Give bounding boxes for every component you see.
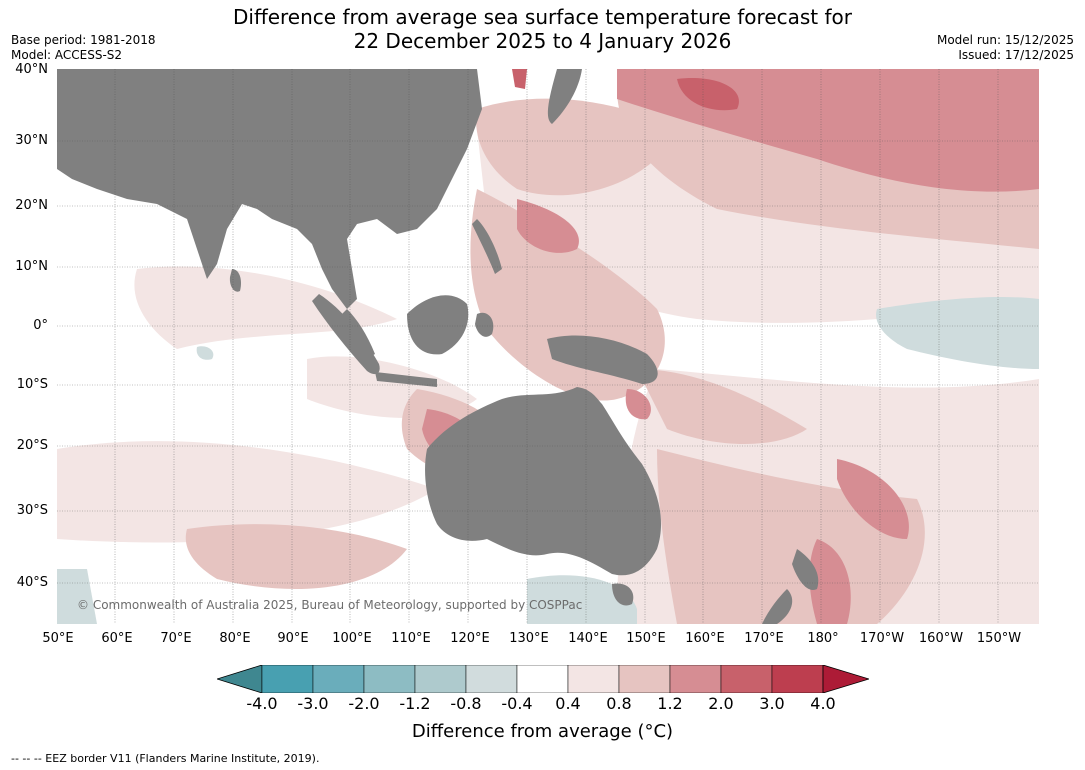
lon-label-160e: 160°E [685, 631, 725, 646]
colorbar-bin-2 [312, 665, 365, 693]
anomaly-warm-very-strong [512, 69, 739, 111]
colorbar-tick-9: 1.2 [657, 694, 683, 713]
sumatra [312, 294, 380, 375]
colorbar-tick-11: 3.0 [759, 694, 785, 713]
lon-label-170w: 170°W [859, 631, 905, 646]
lon-label-150w: 150°W [976, 631, 1022, 646]
colorbar [217, 665, 869, 693]
colorbar-low-arrow [217, 665, 263, 693]
colorbar-high-arrow [822, 665, 869, 693]
new-guinea [547, 335, 658, 384]
meta-left: Base period: 1981-2018 Model: ACCESS-S2 [11, 33, 156, 63]
lat-label-equator: 0° [33, 318, 48, 333]
lon-label-100e: 100°E [332, 631, 372, 646]
colorbar-tick-4: -1.2 [399, 694, 431, 713]
australia [425, 387, 662, 576]
land [57, 69, 819, 624]
lon-label-110e: 110°E [391, 631, 431, 646]
colorbar-bin-6 [516, 665, 569, 693]
eez-footnote: -- -- -- EEZ border V11 (Flanders Marine… [11, 752, 320, 765]
new-zealand-north [792, 549, 819, 590]
asia-landmass [57, 69, 482, 309]
lat-label-30n: 30°N [15, 133, 48, 148]
lon-label-60e: 60°E [101, 631, 133, 646]
sulawesi [475, 312, 494, 337]
colorbar-bin-9 [669, 665, 722, 693]
colorbar-tick-1: -4.0 [246, 694, 278, 713]
java [375, 372, 437, 387]
lon-label-150e: 150°E [626, 631, 666, 646]
colorbar-bin-3 [363, 665, 416, 693]
title-line-2: 22 December 2025 to 4 January 2026 [353, 29, 732, 53]
colorbar-bin-7 [567, 665, 620, 693]
lat-label-40n: 40°N [15, 62, 48, 77]
meta-right: Model run: 15/12/2025 Issued: 17/12/2025 [937, 33, 1074, 63]
philippines [472, 219, 502, 274]
colorbar-bin-4 [414, 665, 467, 693]
lon-label-50e: 50°E [42, 631, 74, 646]
colorbar-tick-8: 0.8 [606, 694, 632, 713]
colorbar-bin-11 [771, 665, 824, 693]
lon-label-140e: 140°E [568, 631, 608, 646]
lon-label-70e: 70°E [160, 631, 192, 646]
colorbar-bin-5 [465, 665, 518, 693]
sri-lanka [229, 269, 242, 292]
lon-label-170e: 170°E [744, 631, 784, 646]
colorbar-tick-6: -0.4 [501, 694, 533, 713]
lon-label-120e: 120°E [450, 631, 490, 646]
colorbar-tick-7: 0.4 [555, 694, 581, 713]
borneo [407, 295, 469, 355]
colorbar-tick-3: -2.0 [348, 694, 380, 713]
lon-label-130e: 130°E [509, 631, 549, 646]
lat-label-10n: 10°N [15, 259, 48, 274]
colorbar-label: Difference from average (°C) [411, 721, 674, 742]
japan [547, 69, 582, 124]
model-run: Model run: 15/12/2025 [936, 33, 1074, 47]
new-zealand-south [762, 589, 793, 624]
colorbar-tick-12: 4.0 [810, 694, 836, 713]
graticule [57, 69, 1039, 624]
lon-label-160w: 160°W [918, 631, 964, 646]
lat-label-20s: 20°S [16, 438, 48, 453]
lat-label-10s: 10°S [16, 377, 48, 392]
colorbar-bin-10 [720, 665, 773, 693]
lat-label-20n: 20°N [15, 198, 48, 213]
title-line-1: Difference from average sea surface temp… [232, 5, 852, 29]
map-canvas [57, 69, 1039, 624]
colorbar-bin-8 [618, 665, 671, 693]
copyright-notice: © Commonwealth of Australia 2025, Bureau… [77, 598, 583, 612]
colorbar-tick-2: -3.0 [297, 694, 329, 713]
sst-anomaly-map [57, 69, 1039, 624]
issued-date: Issued: 17/12/2025 [958, 48, 1074, 62]
lat-label-30s: 30°S [16, 503, 48, 518]
chart-title: Difference from average sea surface temp… [0, 5, 1085, 53]
tasmania [612, 583, 634, 606]
colorbar-tick-5: -0.8 [450, 694, 482, 713]
lon-label-180: 180° [807, 631, 839, 646]
base-period: Base period: 1981-2018 [11, 33, 156, 47]
lon-label-80e: 80°E [219, 631, 251, 646]
lat-label-40s: 40°S [16, 575, 48, 590]
model-name: Model: ACCESS-S2 [11, 48, 123, 62]
colorbar-tick-10: 2.0 [708, 694, 734, 713]
colorbar-bin-1 [261, 665, 314, 693]
lon-label-90e: 90°E [277, 631, 309, 646]
